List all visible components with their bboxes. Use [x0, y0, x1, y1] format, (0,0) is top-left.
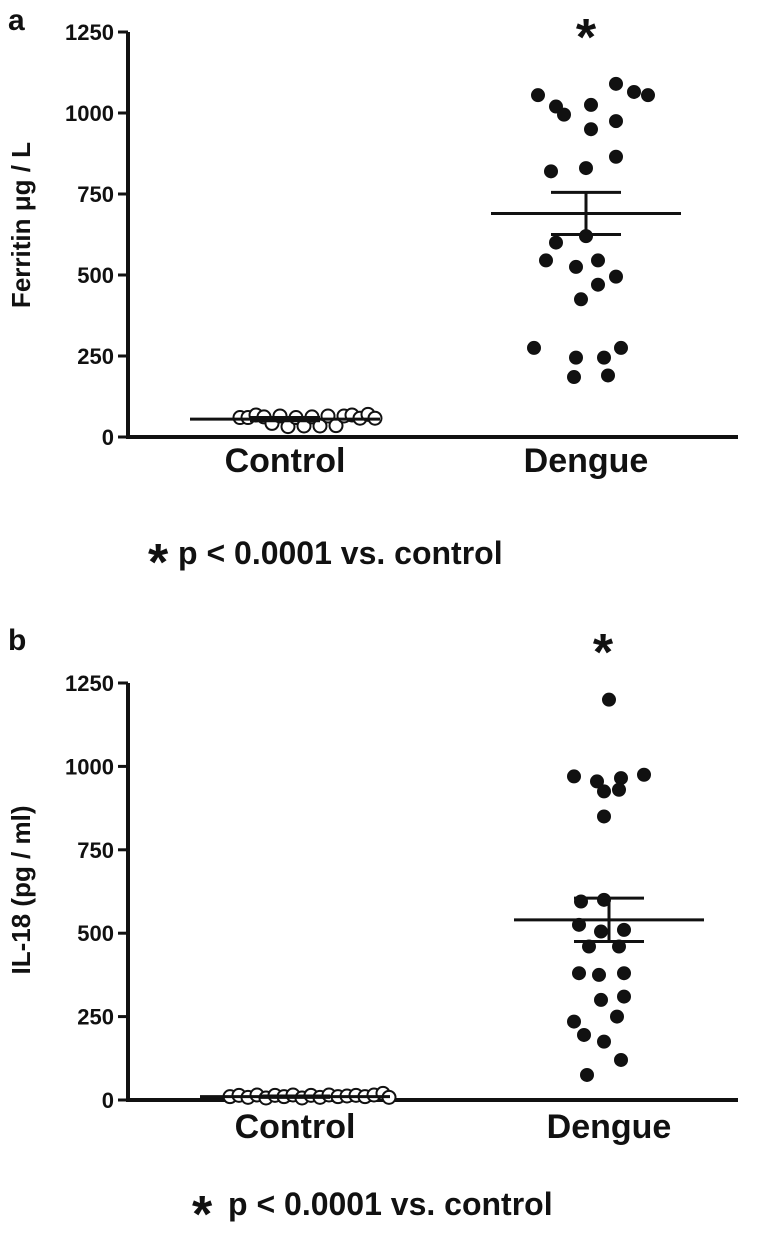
y-tick-label: 250 — [77, 1005, 114, 1030]
y-tick-label: 500 — [77, 921, 114, 946]
y-axis-label: IL-18 (pg / ml) — [6, 806, 36, 975]
data-point — [627, 84, 641, 99]
data-point — [637, 767, 651, 782]
x-category-label: Dengue — [524, 442, 649, 480]
y-tick-label: 1000 — [65, 101, 114, 126]
data-point — [544, 164, 558, 179]
data-point — [597, 350, 611, 365]
data-point — [609, 76, 623, 91]
panel-b: b IL-18 (pg / ml) 0 250 500 750 1000 1250 Cont… — [6, 624, 738, 1235]
data-point — [617, 989, 631, 1004]
data-point — [539, 253, 553, 268]
data-point — [602, 692, 616, 707]
data-point — [641, 88, 655, 103]
data-point — [557, 107, 571, 122]
data-point — [591, 253, 605, 268]
data-point — [572, 966, 586, 981]
data-point — [580, 1067, 594, 1082]
x-category-label: Control — [225, 442, 346, 480]
panel-a: a Ferritin μg / L 0 250 500 750 1000 1250 Cont… — [6, 4, 738, 592]
panel-label: a — [8, 4, 25, 37]
significance-marker: * — [576, 9, 597, 67]
data-point — [612, 782, 626, 797]
data-point — [609, 269, 623, 284]
y-tick-label: 1000 — [65, 754, 114, 779]
data-point — [590, 774, 604, 789]
y-tick-label: 1250 — [65, 671, 114, 696]
x-category-label: Control — [235, 1108, 356, 1146]
data-point — [610, 1009, 624, 1024]
footnote-star: * — [148, 534, 169, 592]
data-point — [594, 924, 608, 939]
footnote-text: p < 0.0001 vs. control — [178, 535, 503, 571]
y-tick-label: 750 — [77, 182, 114, 207]
panel-label: b — [8, 624, 26, 657]
footnote-text: p < 0.0001 vs. control — [228, 1186, 553, 1222]
axes: 0 250 500 750 1000 1250 Control Dengue — [65, 20, 738, 480]
y-tick-label: 500 — [77, 263, 114, 288]
y-axis-label: Ferritin μg / L — [6, 142, 36, 308]
data-point — [579, 161, 593, 176]
data-point — [594, 992, 608, 1007]
data-point — [609, 149, 623, 164]
data-point — [601, 368, 615, 383]
data-point — [597, 784, 611, 799]
data-point — [577, 1027, 591, 1042]
data-point — [567, 769, 581, 784]
x-category-label: Dengue — [547, 1108, 672, 1146]
data-point — [527, 340, 541, 355]
data-point — [591, 277, 605, 292]
data-point — [584, 122, 598, 137]
data-point — [569, 350, 583, 365]
data-point — [617, 922, 631, 937]
axes: 0 250 500 750 1000 1250 Control Dengue — [65, 671, 738, 1146]
y-tick-label: 1250 — [65, 20, 114, 45]
y-tick-label: 0 — [102, 1088, 114, 1113]
data-point — [549, 235, 563, 250]
data-marks — [200, 692, 704, 1106]
footnote-star: * — [192, 1186, 213, 1235]
data-point — [567, 370, 581, 385]
y-tick-label: 750 — [77, 838, 114, 863]
data-point — [567, 1014, 581, 1029]
data-point — [614, 771, 628, 786]
data-point — [617, 966, 631, 981]
data-point — [614, 1052, 628, 1067]
data-point — [614, 340, 628, 355]
data-point — [609, 114, 623, 129]
data-marks — [190, 76, 681, 435]
data-point — [597, 1034, 611, 1049]
y-tick-label: 250 — [77, 344, 114, 369]
significance-marker: * — [593, 624, 614, 682]
data-point — [531, 88, 545, 103]
data-point — [569, 259, 583, 274]
data-point — [584, 97, 598, 112]
data-point — [592, 967, 606, 982]
data-point — [597, 809, 611, 824]
data-point — [574, 292, 588, 307]
y-tick-label: 0 — [102, 425, 114, 450]
